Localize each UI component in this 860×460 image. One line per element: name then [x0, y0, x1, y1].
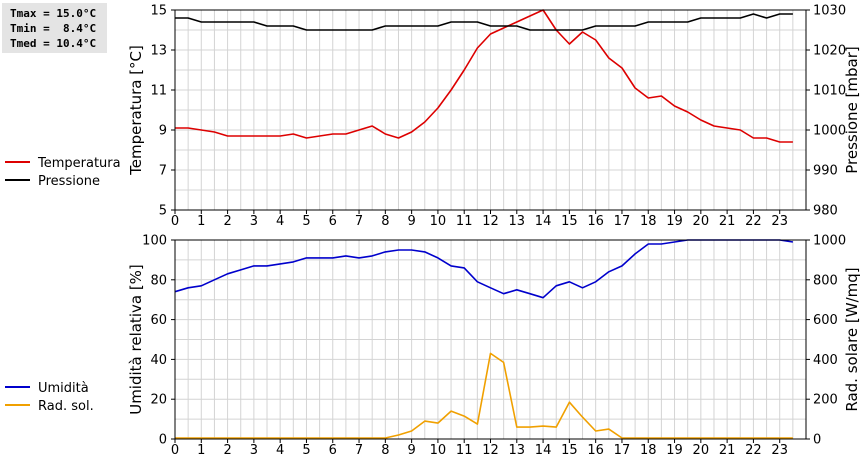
panel1-x-tick-label: 13 [509, 214, 526, 229]
panel2-x-tick-label: 3 [250, 443, 258, 458]
panel1-x-tick-label: 3 [250, 214, 258, 229]
panel1-y2-tick-label: 1000 [813, 124, 846, 139]
panel2-x-tick-label: 19 [666, 443, 683, 458]
panel2-x-tick-label: 23 [771, 443, 788, 458]
panel2-y-tick-label: 100 [142, 234, 167, 249]
panel1-legend-label-1: Temperatura [37, 156, 121, 171]
panel1-x-tick-label: 4 [276, 214, 284, 229]
panel1-y2-tick-label: 980 [813, 204, 838, 219]
panel2-x-tick-label: 14 [535, 443, 552, 458]
panel2-y-tick-label: 80 [150, 273, 167, 288]
panel1-series-line-1 [175, 9, 793, 143]
panel1-x-tick-label: 16 [587, 214, 604, 229]
panel1-x-tick-label: 8 [381, 214, 389, 229]
panel1-y-tick-label: 9 [159, 124, 167, 139]
panel1-y2-tick-label: 990 [813, 164, 838, 179]
panel1-y2-tick-label: 1020 [813, 44, 846, 59]
panel2-series-line-2 [175, 352, 793, 439]
panel1-x-tick-label: 12 [482, 214, 499, 229]
panel1-y-tick-label: 7 [159, 164, 167, 179]
tmed-label: Tmed = 10.4°C [10, 37, 97, 50]
tmax-label: Tmax = 15.0°C [10, 7, 97, 20]
panel2-x-tick-label: 20 [693, 443, 710, 458]
panel2-x-tick-label: 9 [407, 443, 415, 458]
panel2-x-tick-label: 2 [223, 443, 231, 458]
panel1-series-line-2 [175, 13, 793, 31]
panel1-y-tick-label: 11 [150, 84, 167, 99]
panel2-x-tick-label: 17 [614, 443, 631, 458]
panel2-legend: Umidità Rad. sol. [5, 381, 94, 414]
tmin-label: Tmin = 8.4°C [10, 22, 97, 35]
panel1-y-tick-label: 5 [159, 204, 167, 219]
panel2-x-tick-label: 11 [456, 443, 473, 458]
panel1-x-tick-label: 15 [561, 214, 578, 229]
panel2-x-tick-label: 10 [430, 443, 447, 458]
stats-box: Tmax = 15.0°C Tmin = 8.4°C Tmed = 10.4°C [2, 3, 107, 53]
panel2-chart: 0 1 2 3 4 5 6 7 8 9 10 11 12 13 14 15 16 17 18 19 20 21 22 2302… [5, 234, 860, 458]
panel1-y2-tick-label: 1030 [813, 4, 846, 19]
panel1-x-tick-label: 23 [771, 214, 788, 229]
panel1-x-tick-label: 7 [355, 214, 363, 229]
panel1-y2-axis-label: Pressione [mbar] [843, 46, 860, 174]
panel1-x-tick-label: 0 [171, 214, 179, 229]
panel1-y-axis-label: Temperatura [°C] [127, 45, 145, 176]
panel2-y2-tick-label: 600 [813, 313, 838, 328]
panel1-legend-label-2: Pressione [38, 174, 100, 189]
panel1-legend: Temperatura Pressione [5, 156, 121, 189]
panel2-x-tick-label: 12 [482, 443, 499, 458]
panel1-x-tick-label: 9 [407, 214, 415, 229]
panel2-y2-tick-label: 200 [813, 393, 838, 408]
panel1-x-tick-label: 1 [197, 214, 205, 229]
panel2-x-tick-label: 16 [587, 443, 604, 458]
panel2-x-tick-label: 13 [509, 443, 526, 458]
panel2-y2-tick-label: 1000 [813, 234, 846, 249]
panel1-x-tick-label: 10 [430, 214, 447, 229]
panel2-y2-tick-label: 400 [813, 353, 838, 368]
panel1-x-tick-label: 22 [745, 214, 762, 229]
panel1-x-tick-label: 14 [535, 214, 552, 229]
panel2-x-tick-label: 4 [276, 443, 284, 458]
panel2-y-axis-label: Umidità relativa [%] [127, 264, 145, 415]
panel2-legend-label-1: Umidità [38, 381, 89, 396]
panel2-y-tick-label: 0 [159, 433, 167, 448]
panel1-x-tick-label: 2 [223, 214, 231, 229]
panel2-x-tick-label: 5 [302, 443, 310, 458]
panel1-y2-tick-label: 1010 [813, 84, 846, 99]
panel2-y2-axis-label: Rad. solare [W/mq] [843, 267, 860, 411]
panel2-y2-tick-label: 800 [813, 273, 838, 288]
panel1-x-tick-label: 5 [302, 214, 310, 229]
panel2-y-tick-label: 60 [150, 313, 167, 328]
panel2-x-tick-label: 15 [561, 443, 578, 458]
panel1-x-tick-label: 18 [640, 214, 657, 229]
panel1-x-tick-label: 17 [614, 214, 631, 229]
panel1-x-tick-label: 20 [693, 214, 710, 229]
panel2-x-tick-label: 8 [381, 443, 389, 458]
panel2-x-tick-label: 7 [355, 443, 363, 458]
panel2-x-tick-label: 1 [197, 443, 205, 458]
panel1-chart: 0 1 2 3 4 5 6 7 8 9 10 11 12 13 14 15 16 17 18 19 20 21 22 2357… [5, 4, 860, 229]
panel1-x-tick-label: 21 [719, 214, 736, 229]
panel1-x-tick-label: 6 [329, 214, 337, 229]
panel2-x-tick-label: 0 [171, 443, 179, 458]
panel2-x-tick-label: 21 [719, 443, 736, 458]
panel2-x-tick-label: 6 [329, 443, 337, 458]
panel1-y-tick-label: 13 [150, 44, 167, 59]
panel2-y-tick-label: 20 [150, 393, 167, 408]
panel1-x-tick-label: 19 [666, 214, 683, 229]
panel2-y2-tick-label: 0 [813, 433, 821, 448]
panel2-x-tick-label: 22 [745, 443, 762, 458]
panel2-legend-label-2: Rad. sol. [38, 399, 94, 414]
panel1-x-tick-label: 11 [456, 214, 473, 229]
panel2-y-tick-label: 40 [150, 353, 167, 368]
panel2-x-tick-label: 18 [640, 443, 657, 458]
panel1-y-tick-label: 15 [150, 4, 167, 19]
